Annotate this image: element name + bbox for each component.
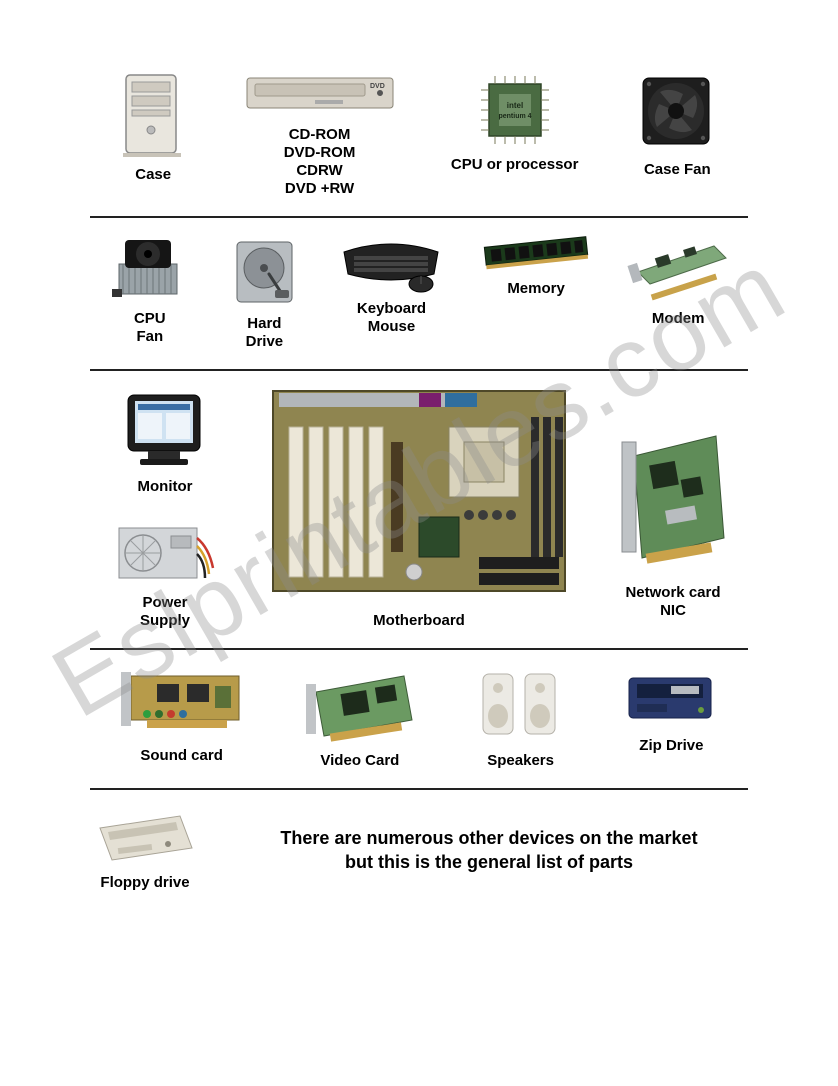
item-cpufan: CPU Fan <box>107 234 192 346</box>
ram-icon <box>481 234 591 274</box>
item-label: CPU Fan <box>134 310 166 346</box>
item-psu: Power Supply <box>90 518 240 630</box>
divider <box>90 788 748 790</box>
case-icon <box>118 70 188 160</box>
item-video: Video Card <box>300 666 420 770</box>
divider <box>90 369 748 371</box>
item-label: Motherboard <box>373 612 465 630</box>
cpu-fan-icon <box>107 234 192 304</box>
item-label: Monitor <box>138 478 193 496</box>
floppy-drive-icon <box>90 808 200 868</box>
item-monitor: Monitor <box>90 387 240 496</box>
svg-text:pentium 4: pentium 4 <box>498 113 531 120</box>
row3-right-col: Network card NIC <box>598 387 748 630</box>
case-fan-icon <box>635 70 720 155</box>
item-case: Case <box>118 70 188 184</box>
item-label: Sound card <box>140 747 223 765</box>
item-motherboard: Motherboard <box>373 612 465 630</box>
item-label: Case <box>135 166 171 184</box>
divider <box>90 216 748 218</box>
item-zip: Zip Drive <box>621 666 721 755</box>
item-cpu: intel pentium 4 CPU or processor <box>451 70 579 174</box>
row-2: CPU Fan Hard Drive <box>90 224 748 363</box>
row-4: Sound card Video Card <box>90 656 748 782</box>
row3-left-col: Monitor <box>90 387 240 630</box>
footer-text: There are numerous other devices on the … <box>230 826 748 875</box>
keyboard-mouse-icon <box>336 234 446 294</box>
item-hdd: Hard Drive <box>227 234 302 351</box>
item-label: Speakers <box>487 752 554 770</box>
item-label: CD-ROM DVD-ROM CDRW DVD +RW <box>284 126 356 198</box>
optical-drive-icon: DVD <box>245 70 395 120</box>
nic-icon <box>616 428 731 578</box>
item-modem: Modem <box>626 234 731 328</box>
item-label: CPU or processor <box>451 156 579 174</box>
item-label: Power Supply <box>140 594 190 630</box>
item-memory: Memory <box>481 234 591 298</box>
video-card-icon <box>300 666 420 746</box>
psu-icon <box>113 518 218 588</box>
motherboard-icon <box>269 387 569 602</box>
item-label: Modem <box>652 310 705 328</box>
row-1: Case DVD CD-ROM DVD-ROM CDRW DVD +RW i <box>90 60 748 210</box>
item-nic: Network card NIC <box>625 584 720 620</box>
item-label: Video Card <box>320 752 399 770</box>
item-optical: DVD CD-ROM DVD-ROM CDRW DVD +RW <box>245 70 395 198</box>
row-5: Floppy drive There are numerous other de… <box>90 796 748 892</box>
divider <box>90 648 748 650</box>
row3-center-col: Motherboard <box>240 387 598 630</box>
item-casefan: Case Fan <box>635 70 720 179</box>
worksheet-page: Case DVD CD-ROM DVD-ROM CDRW DVD +RW i <box>0 0 838 932</box>
item-label: Floppy drive <box>100 874 189 892</box>
item-label: Network card NIC <box>625 584 720 620</box>
item-label: Memory <box>507 280 565 298</box>
hard-drive-icon <box>227 234 302 309</box>
row-3: Monitor <box>90 377 748 642</box>
item-speakers: Speakers <box>473 666 568 770</box>
svg-text:intel: intel <box>506 101 522 110</box>
sound-card-icon <box>117 666 247 741</box>
item-label: Keyboard Mouse <box>357 300 426 336</box>
speakers-icon <box>473 666 568 746</box>
item-keyboard: Keyboard Mouse <box>336 234 446 336</box>
cpu-icon: intel pentium 4 <box>475 70 555 150</box>
modem-icon <box>626 234 731 304</box>
item-label: Hard Drive <box>246 315 284 351</box>
zip-drive-icon <box>621 666 721 731</box>
item-floppy: Floppy drive <box>90 808 200 892</box>
item-sound: Sound card <box>117 666 247 765</box>
monitor-icon <box>118 387 213 472</box>
item-label: Zip Drive <box>639 737 703 755</box>
item-label: Case Fan <box>644 161 711 179</box>
svg-text:DVD: DVD <box>370 83 385 90</box>
